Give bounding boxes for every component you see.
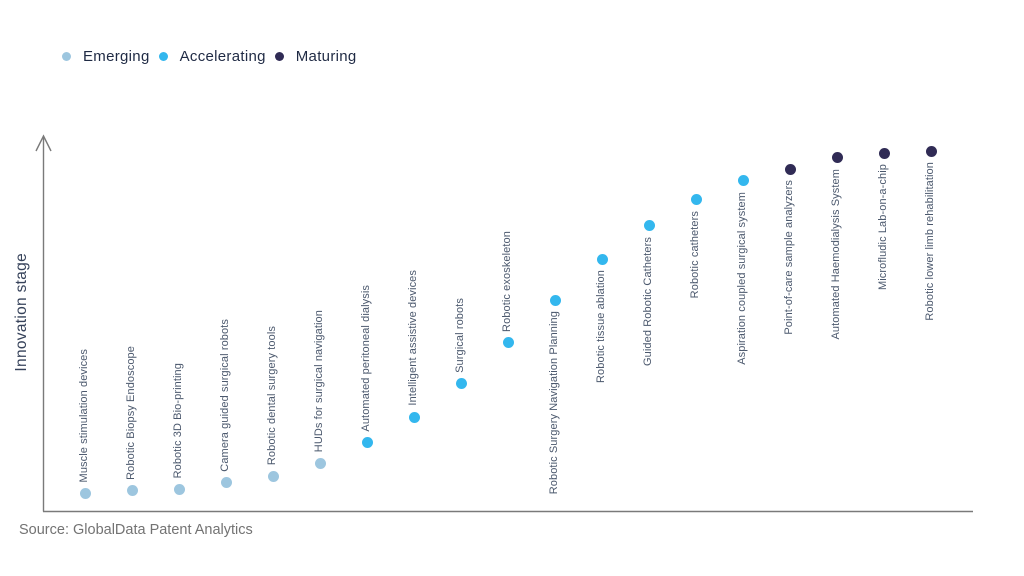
data-point <box>267 470 279 482</box>
data-point-label: Robotic catheters <box>689 210 701 299</box>
legend-label: Accelerating <box>179 48 266 65</box>
legend-item-maturing: Maturing <box>274 48 357 65</box>
data-point <box>737 175 749 187</box>
data-point <box>220 477 232 489</box>
legend-item-accelerating: Accelerating <box>158 48 266 65</box>
data-point <box>784 163 796 175</box>
data-point <box>173 483 185 495</box>
data-point <box>408 411 420 423</box>
data-point-label: Robotic lower limb rehabilitation <box>924 162 936 321</box>
y-axis-title: Innovation stage <box>13 253 30 372</box>
data-point-label: Robotic 3D Bio-printing <box>172 362 184 479</box>
data-point-label: Robotic exoskeleton <box>501 230 513 332</box>
legend-label: Maturing <box>295 48 357 65</box>
data-point-label: Robotic Surgery Navigation Planning <box>548 311 560 495</box>
data-point <box>126 485 138 497</box>
data-point <box>643 220 655 232</box>
source-attribution: Source: GlobalData Patent Analytics <box>19 522 253 538</box>
data-point <box>831 152 843 164</box>
data-point <box>455 378 467 390</box>
legend-item-emerging: Emerging <box>62 48 150 65</box>
data-point <box>361 437 373 449</box>
data-point-label: Surgical robots <box>454 298 466 373</box>
data-point-label: Intelligent assistive devices <box>407 270 419 407</box>
data-point-label: Guided Robotic Catheters <box>642 236 654 366</box>
legend: Emerging Accelerating Maturing <box>62 48 366 65</box>
data-point-label: Microfludic Lab-on-a-chip <box>877 164 889 291</box>
data-point-label: Point-of-care sample analyzers <box>783 180 795 335</box>
legend-label: Emerging <box>83 48 150 65</box>
data-point <box>314 457 326 469</box>
data-point-label: Robotic dental surgery tools <box>266 325 278 466</box>
y-axis-arrow-icon <box>35 134 52 152</box>
data-point-label: HUDs for surgical navigation <box>313 309 325 453</box>
legend-dot-icon <box>274 52 284 61</box>
data-point-label: Robotic tissue ablation <box>595 270 607 383</box>
data-point <box>596 253 608 265</box>
data-point-label: Camera guided surgical robots <box>219 319 231 472</box>
data-point-label: Muscle stimulation devices <box>78 348 90 482</box>
data-point <box>502 337 514 349</box>
data-point <box>79 487 91 499</box>
legend-dot-icon <box>62 52 71 61</box>
data-point-label: Automated Haemodialysis System <box>830 168 842 340</box>
data-point-label: Aspiration coupled surgical system <box>736 191 748 365</box>
data-point-label: Automated peritoneal dialysis <box>360 285 372 432</box>
data-point <box>925 145 937 157</box>
data-point <box>549 294 561 306</box>
data-point <box>690 194 702 206</box>
legend-dot-icon <box>158 52 168 61</box>
data-point <box>878 147 890 159</box>
data-point-label: Robotic Biopsy Endoscope <box>125 345 137 480</box>
